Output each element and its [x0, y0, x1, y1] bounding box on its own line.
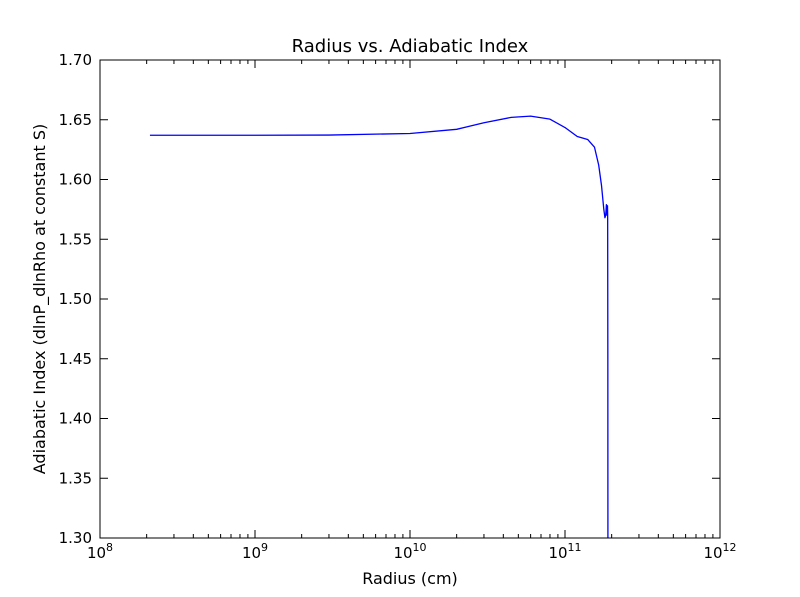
x-tick-label: 1010: [393, 541, 426, 562]
x-axis: 108 109 1010 1011 1012: [87, 60, 737, 562]
chart-title: Radius vs. Adiabatic Index: [292, 36, 529, 57]
y-tick-label: 1.30: [59, 529, 92, 547]
y-tick-label: 1.45: [59, 350, 92, 368]
x-tick-label: 1011: [548, 541, 581, 562]
x-axis-label: Radius (cm): [362, 569, 458, 588]
y-tick-label: 1.50: [59, 290, 92, 308]
y-tick-label: 1.35: [59, 469, 92, 487]
y-axis: 1.30 1.35 1.40 1.45 1.50 1.55 1.60 1.65 1.70: [59, 51, 720, 547]
y-tick-label: 1.70: [59, 51, 92, 69]
x-tick-label: 108: [87, 541, 113, 562]
y-axis-label: Adiabatic Index (dlnP_dlnRho at constant…: [30, 124, 50, 474]
y-tick-label: 1.65: [59, 111, 92, 129]
x-tick-label: 109: [242, 541, 268, 562]
x-tick-label: 1012: [703, 541, 736, 562]
y-tick-label: 1.40: [59, 410, 92, 428]
axes-frame: [99, 59, 721, 539]
y-tick-label: 1.55: [59, 230, 92, 248]
series-line: [149, 115, 609, 539]
y-tick-label: 1.60: [59, 171, 92, 189]
plot-area: [149, 115, 609, 539]
